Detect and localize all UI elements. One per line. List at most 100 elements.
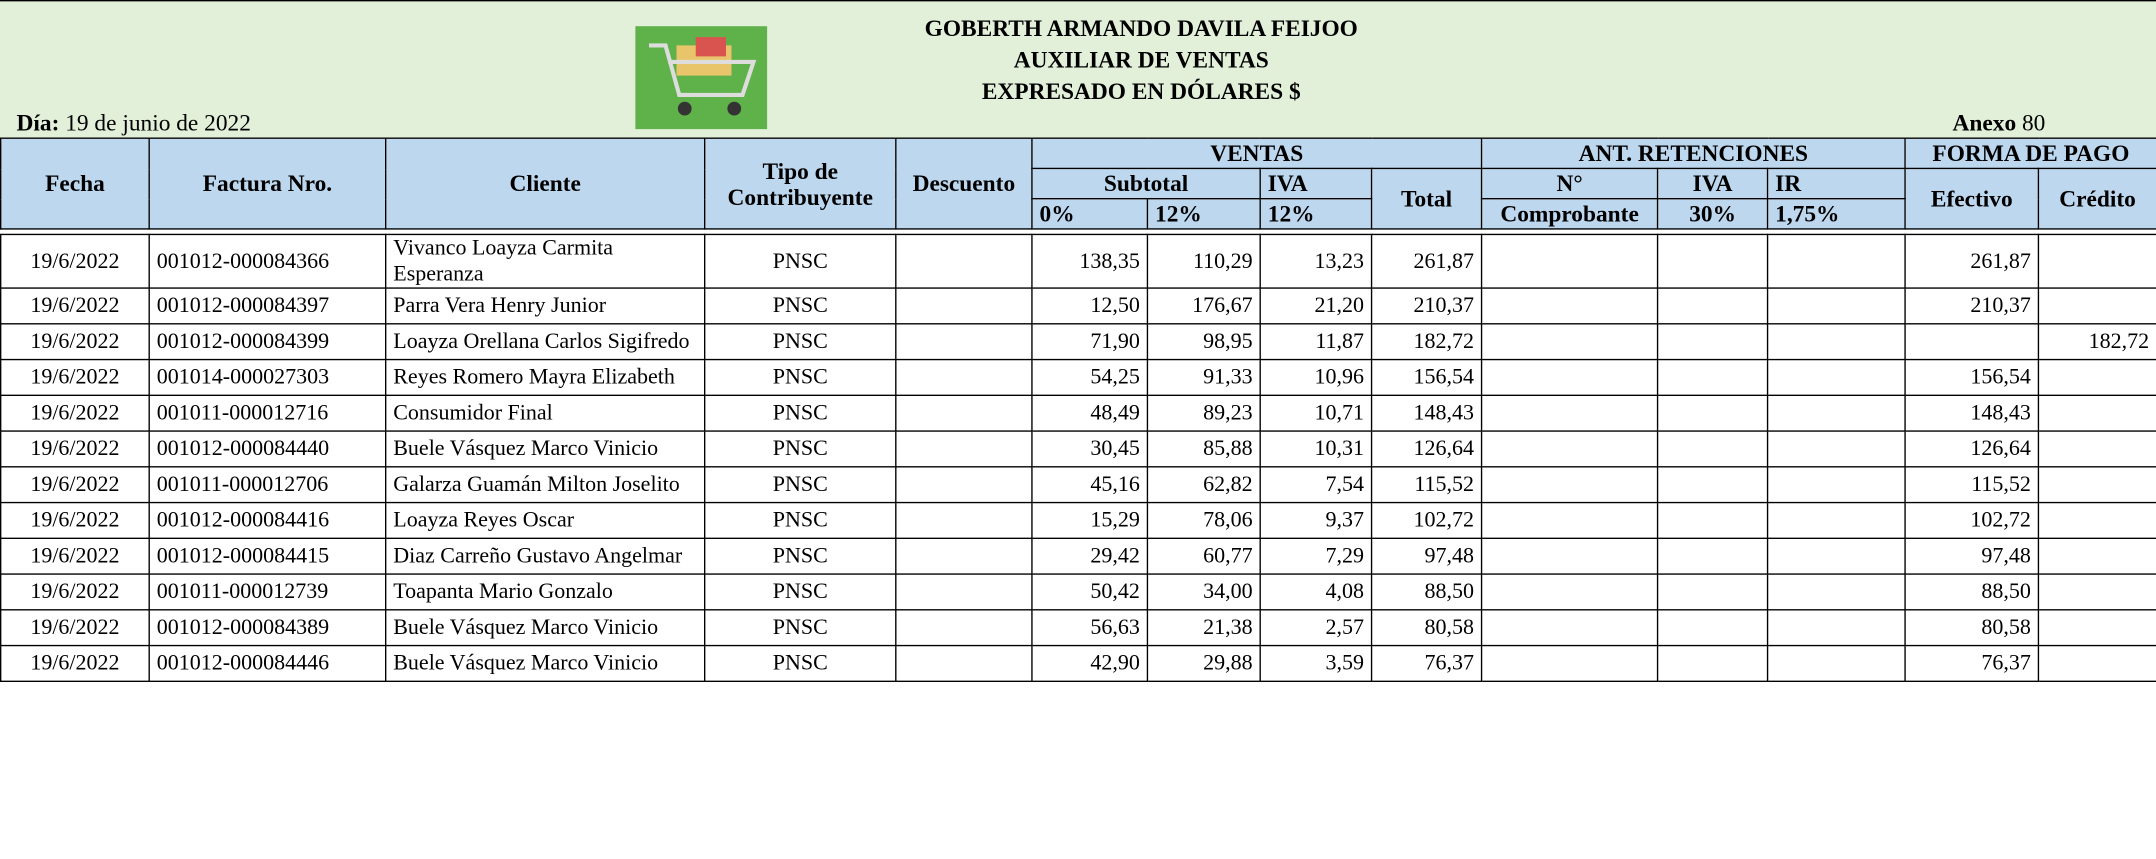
table-cell: 21,20 — [1259, 287, 1373, 325]
table-cell — [895, 466, 1033, 504]
table-cell: 76,37 — [1370, 644, 1483, 682]
table-cell — [1766, 233, 1906, 289]
table-cell: 3,59 — [1259, 644, 1373, 682]
table-cell — [1480, 233, 1659, 289]
header-cell: 12% — [1259, 198, 1373, 230]
table-cell: 71,90 — [1031, 323, 1149, 361]
table-cell: 21,38 — [1146, 609, 1261, 647]
table-cell: PNSC — [704, 573, 897, 611]
header-cell: Descuento — [895, 137, 1033, 230]
table-cell: 148,43 — [1370, 394, 1483, 432]
table-cell: PNSC — [704, 358, 897, 396]
title: AUXILIAR DE VENTAS — [1013, 46, 1269, 73]
table-row: 19/6/2022 001011-000012706 Galarza Guamán … — [0, 466, 2156, 504]
table-cell: 13,23 — [1259, 233, 1373, 289]
table-cell: Diaz Carreño Gustavo Angelmar — [385, 537, 706, 575]
table-cell — [1480, 573, 1659, 611]
header-cell: Cliente — [385, 137, 706, 230]
table-cell: 85,88 — [1146, 430, 1261, 468]
table-row: 19/6/2022 001012-000084366 Vivanco Loayza … — [0, 233, 2156, 289]
table-cell: 19/6/2022 — [0, 537, 150, 575]
table-cell: Vivanco Loayza Carmita Esperanza — [385, 233, 706, 289]
table-cell: PNSC — [704, 323, 897, 361]
table-cell: 60,77 — [1146, 537, 1261, 575]
table-cell: 001012-000084440 — [148, 430, 387, 468]
header-cell: IR — [1766, 167, 1906, 200]
table-cell — [1656, 644, 1769, 682]
table-cell: 54,25 — [1031, 358, 1149, 396]
table-body: 19/6/2022 001012-000084366 Vivanco Loayza … — [0, 228, 2156, 682]
table-cell: 115,52 — [1904, 466, 2040, 504]
table-cell — [895, 233, 1033, 289]
table-cell — [895, 644, 1033, 682]
table-cell — [2037, 466, 2156, 504]
table-cell: 10,31 — [1259, 430, 1373, 468]
table-cell: 19/6/2022 — [0, 233, 150, 289]
table-cell: 261,87 — [1904, 233, 2040, 289]
table-cell: 001012-000084446 — [148, 644, 387, 682]
table-cell: 156,54 — [1370, 358, 1483, 396]
table-row: 19/6/2022 001011-000012716 Consumidor Fina… — [0, 394, 2156, 432]
table-cell: 001012-000084397 — [148, 287, 387, 325]
table-row: 19/6/2022 001012-000084389 Buele Vásquez M… — [0, 609, 2156, 647]
table-cell: PNSC — [704, 609, 897, 647]
day-label: Día: — [16, 110, 60, 137]
table-cell — [1656, 537, 1769, 575]
table-cell: 7,29 — [1259, 537, 1373, 575]
table-row: 19/6/2022 001011-000012739 Toapanta Mario … — [0, 573, 2156, 611]
table-cell — [1656, 358, 1769, 396]
table-cell: PNSC — [704, 644, 897, 682]
table-cell: 001011-000012706 — [148, 466, 387, 504]
table-cell — [1766, 323, 1906, 361]
header-cell: Fecha — [0, 137, 150, 230]
table-cell — [1656, 233, 1769, 289]
table-cell: 48,49 — [1031, 394, 1149, 432]
table-cell: 182,72 — [2037, 323, 2156, 361]
header-cell: 30% — [1656, 198, 1769, 230]
table-cell: 176,67 — [1146, 287, 1261, 325]
table-cell: PNSC — [704, 287, 897, 325]
table-cell — [1656, 287, 1769, 325]
header-cell: Factura Nro. — [148, 137, 387, 230]
table-cell: 138,35 — [1031, 233, 1149, 289]
table-cell: 45,16 — [1031, 466, 1149, 504]
table-cell — [895, 609, 1033, 647]
header-cell: Total — [1370, 167, 1483, 230]
table-cell — [1480, 609, 1659, 647]
table-cell: 50,42 — [1031, 573, 1149, 611]
table-cell — [2037, 430, 2156, 468]
table-cell: 001011-000012739 — [148, 573, 387, 611]
table-cell: 001012-000084389 — [148, 609, 387, 647]
date: 19 de junio de 2022 — [65, 110, 251, 137]
table-cell — [2037, 573, 2156, 611]
table-cell: PNSC — [704, 537, 897, 575]
table-cell — [1656, 430, 1769, 468]
table-cell — [2037, 358, 2156, 396]
table-cell — [1480, 287, 1659, 325]
table-row: 19/6/2022 001012-000084415 Diaz Carreño Gu… — [0, 537, 2156, 575]
table-cell: Galarza Guamán Milton Joselito — [385, 466, 706, 504]
table-cell: Parra Vera Henry Junior — [385, 287, 706, 325]
table-cell: 80,58 — [1370, 609, 1483, 647]
header-cell: Comprobante — [1480, 198, 1659, 230]
table-cell — [1766, 358, 1906, 396]
table-cell — [895, 358, 1033, 396]
table-cell: 62,82 — [1146, 466, 1261, 504]
table-cell — [1480, 394, 1659, 432]
table-cell — [1766, 430, 1906, 468]
table-cell: 19/6/2022 — [0, 358, 150, 396]
table-cell — [1480, 430, 1659, 468]
table-row: 19/6/2022 001012-000084416 Loayza Reyes Os… — [0, 501, 2156, 539]
annex-number: 80 — [2021, 110, 2046, 137]
table-cell: 19/6/2022 — [0, 644, 150, 682]
table-cell — [1480, 644, 1659, 682]
table-cell: 001012-000084416 — [148, 501, 387, 539]
table-cell — [1480, 323, 1659, 361]
table-cell: 98,95 — [1146, 323, 1261, 361]
table-cell — [1656, 394, 1769, 432]
table-cell: Buele Vásquez Marco Vinicio — [385, 644, 706, 682]
table-cell: PNSC — [704, 466, 897, 504]
table-cell: 001012-000084415 — [148, 537, 387, 575]
table-cell — [2037, 394, 2156, 432]
